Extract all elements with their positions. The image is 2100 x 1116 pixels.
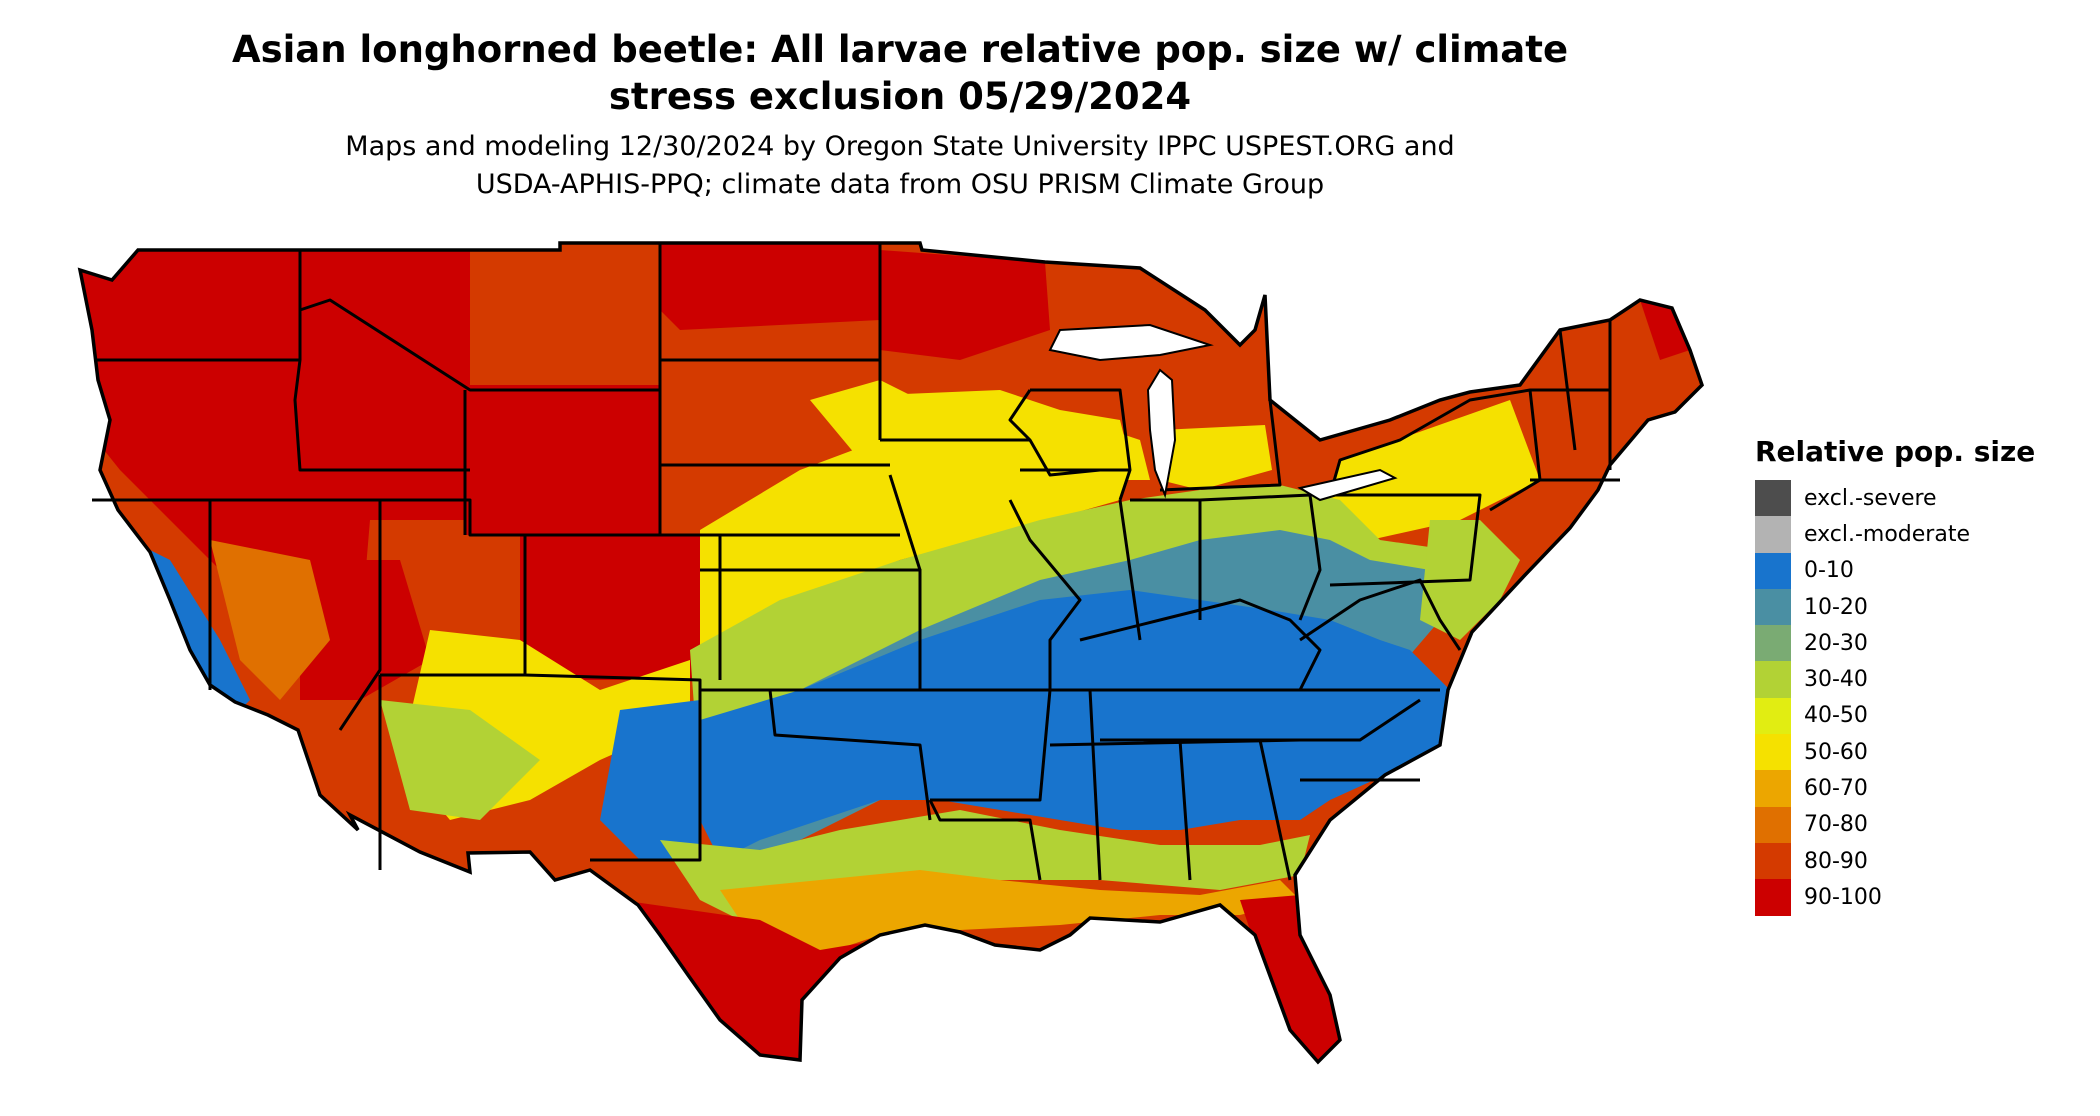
border-mn-ia [878,243,1101,477]
legend-swatch [1755,734,1791,771]
legend-label: 10-20 [1804,594,1868,620]
border-va-wv [1299,578,1462,651]
border-new-england [1530,320,1620,482]
border-pa [1320,493,1482,587]
zone-90-100-wyoming [465,385,660,535]
legend-swatch [1755,770,1791,807]
legend-item: 50-60 [1755,734,2085,771]
legend-item: 20-30 [1755,625,2085,662]
zone-90-100-florida [1240,895,1340,1062]
lake-erie [1297,468,1398,502]
zone-70-80-nevada [210,540,330,700]
border-ok [700,688,932,821]
border-mo [888,474,1082,692]
legend-item: 90-100 [1755,879,2085,916]
population-fill-layer [80,243,1702,1062]
border-nm [524,673,702,862]
legend-label: 0-10 [1804,558,1854,584]
zone-30-40-az [380,700,540,820]
legend-label: excl.-severe [1804,485,1937,511]
border-nv [210,498,382,731]
zone-50-60-michigan [1160,425,1272,490]
map-title: Asian longhorned beetle: All larvae rela… [0,26,1800,120]
us-population-map [78,241,1704,1064]
legend-swatch [1755,480,1791,517]
legend-swatch [1755,842,1791,880]
legend-swatch [1755,806,1791,843]
legend-label: 40-50 [1804,703,1868,729]
legend-swatch [1755,588,1791,626]
legend-label: 80-90 [1804,848,1868,874]
lake-superior [1048,323,1214,362]
map-subtitle-line-1: Maps and modeling 12/30/2024 by Oregon S… [345,131,1455,162]
legend-swatch [1755,516,1791,553]
legend-item: 40-50 [1755,697,2085,735]
zone-60-70-gulf [720,870,1300,955]
border-ut [380,498,527,677]
legend-label: 20-30 [1804,630,1868,656]
zone-50-60-newyork [1330,400,1540,540]
legend-label: excl.-moderate [1804,521,1970,547]
legend-item: 70-80 [1755,806,2085,843]
zone-90-100-dakota [660,243,880,330]
map-subtitle: Maps and modeling 12/30/2024 by Oregon S… [0,128,1800,204]
map-title-line-2: stress exclusion 05/29/2024 [608,75,1192,118]
zone-90-100-arizona-pockets [300,560,430,700]
legend-swatch [1755,697,1791,735]
legend-label: 60-70 [1804,776,1868,802]
border-ky [1079,598,1322,691]
legend-list: excl.-severe excl.-moderate 0-10 10-20 20-30… [1755,480,2085,916]
border-nc-sc [1260,698,1421,782]
zone-0-10-new-mexico [600,700,700,860]
border-ar [920,688,1052,802]
border-dakotas [658,243,890,535]
border-mi-lower [1159,399,1282,492]
border-mt-south [299,298,660,392]
border-tn [1049,688,1440,747]
zone-90-100-minnesota [880,250,1050,360]
map-title-line-1: Asian longhorned beetle: All larvae rela… [231,28,1569,71]
legend-label: 90-100 [1804,884,1882,910]
legend-item: excl.-moderate [1755,516,2085,553]
zone-50-60-wisconsin-south [880,390,1130,470]
state-borders [92,243,1620,881]
zone-90-100-texas [620,900,880,1060]
legend-label: 50-60 [1804,739,1868,765]
zone-90-100-northwest [80,243,470,640]
legend-item: 80-90 [1755,842,2085,880]
lake-michigan [1146,368,1177,499]
border-id [293,250,470,472]
zone-90-100-colorado [520,535,700,680]
legend-swatch [1755,552,1791,589]
border-wi-il [1020,388,1132,501]
legend-item: 60-70 [1755,770,2085,807]
legend-item: 0-10 [1755,552,2085,589]
zone-90-100-maine-coast [1640,300,1690,360]
legend-label: 70-80 [1804,812,1868,838]
legend-item: 10-20 [1755,588,2085,626]
legend-label: 30-40 [1804,667,1868,693]
border-oh [1199,493,1322,621]
legend-item: excl.-severe [1755,480,2085,517]
great-lakes [1048,323,1398,502]
legend-swatch [1755,625,1791,662]
legend-swatch [1755,879,1791,916]
legend-title: Relative pop. size [1755,435,2036,468]
legend-item: 30-40 [1755,661,2085,698]
map-subtitle-line-2: USDA-APHIS-PPQ; climate data from OSU PR… [475,169,1325,200]
legend-swatch [1755,661,1791,698]
legend: Relative pop. size excl.-severe excl.-mod… [1755,432,2085,916]
